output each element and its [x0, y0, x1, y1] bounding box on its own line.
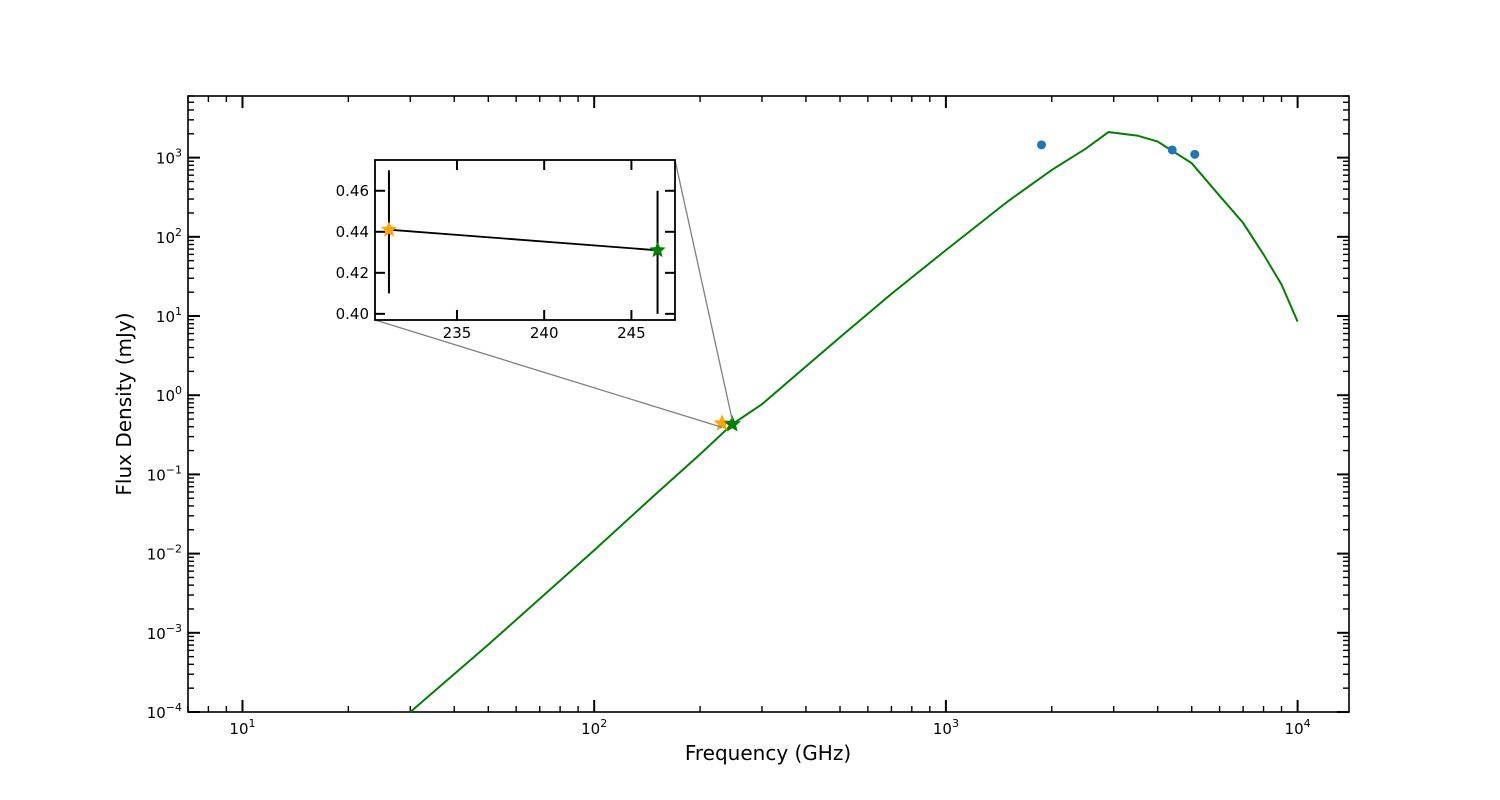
data-points-layer — [713, 140, 1200, 432]
y-tick-label: 101 — [156, 305, 182, 326]
data-point-circle — [1037, 140, 1047, 150]
main-axes: 101 102 103 104 10−4 10−3 10−2 10−1 100 101 102 103 — [147, 95, 1350, 738]
x-axis-label: Frequency (GHz) — [685, 741, 851, 765]
inset-connector-right — [674, 159, 733, 421]
y-tick-label: 103 — [156, 147, 182, 168]
data-point-circle — [1167, 145, 1177, 155]
inset-y-tick-label: 0.42 — [336, 264, 369, 282]
model-curve-layer — [409, 131, 1299, 713]
inset-x-tick-label: 240 — [530, 324, 559, 342]
y-tick-label: 10−2 — [147, 543, 182, 564]
data-point-star — [723, 415, 741, 432]
y-tick-label: 102 — [156, 226, 182, 247]
inset-x-tick-label: 245 — [617, 324, 646, 342]
y-tick-label: 10−1 — [147, 463, 182, 484]
data-point-circle — [1190, 149, 1200, 159]
x-tick-label: 103 — [933, 717, 959, 738]
zoom-inset: 235 240 245 0.40 0.42 0.44 0.46 — [336, 159, 676, 342]
inset-connector-lines — [374, 159, 733, 428]
y-axis-label: Flux Density (mJy) — [112, 312, 136, 495]
y-tick-label: 100 — [156, 384, 182, 405]
y-tick-label: 10−4 — [147, 701, 182, 722]
inset-y-tick-label: 0.44 — [336, 223, 369, 241]
plot-frame — [187, 95, 1350, 713]
inset-y-tick-label: 0.40 — [336, 305, 369, 323]
model-curve-line — [409, 131, 1299, 713]
x-tick-label: 104 — [1285, 717, 1311, 738]
inset-star-marker — [380, 221, 398, 237]
inset-connecting-line — [388, 228, 658, 252]
inset-connector-left — [374, 319, 723, 428]
y-tick-label: 10−3 — [147, 622, 182, 643]
x-tick-label: 101 — [229, 717, 255, 738]
inset-y-tick-label: 0.46 — [336, 182, 369, 200]
x-tick-label: 102 — [581, 717, 607, 738]
inset-star-marker — [649, 241, 666, 258]
inset-x-tick-label: 235 — [443, 324, 472, 342]
